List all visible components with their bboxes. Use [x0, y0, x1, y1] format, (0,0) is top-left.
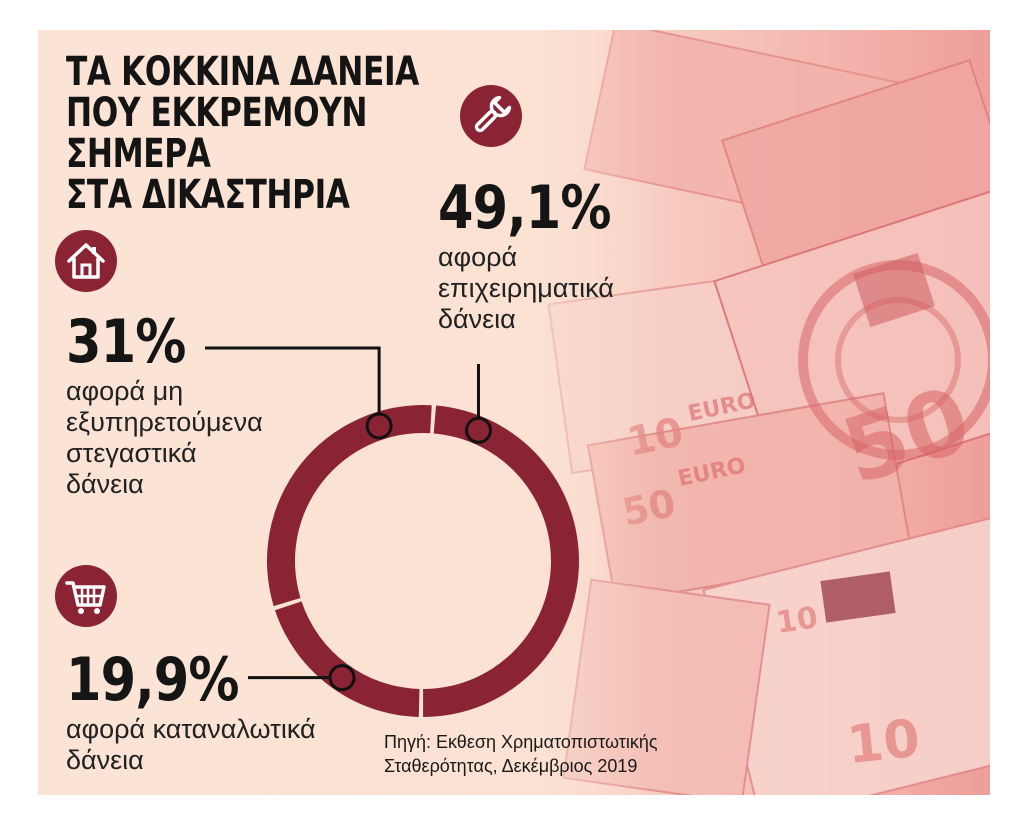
svg-text:10: 10 — [844, 709, 922, 776]
infographic-title: ΤΑ ΚΟΚΚΙΝΑ ΔΑΝΕΙΑ ΠΟΥ ΕΚΚΡΕΜΟΥΝ ΣΗΜΕΡΑ Σ… — [66, 52, 419, 216]
title-line: ΣΤΑ ΔΙΚΑΣΤΗΡΙΑ — [66, 172, 350, 218]
description-line: αφορά — [438, 242, 518, 272]
description-line: δάνεια — [438, 304, 516, 334]
donut-chart — [205, 346, 579, 717]
description-line: αφορά μη — [66, 376, 184, 406]
svg-text:10: 10 — [774, 600, 820, 640]
source-line: Πηγή: Εκθεση Χρηματοπιστωτικής — [384, 732, 658, 752]
description-line: δάνεια — [66, 469, 144, 499]
donut-segment-business — [423, 405, 579, 717]
donut-segment-consumer — [274, 601, 420, 717]
euro-banknotes-background: 10 EURO 50 EURO 50 10 10 — [458, 30, 990, 795]
leader-lines — [205, 346, 492, 692]
mortgage-percentage: 31% — [66, 307, 186, 377]
donut-ring — [267, 405, 579, 717]
description-line: δάνεια — [66, 745, 144, 775]
business-description: αφορά επιχειρηματικά δάνεια — [438, 242, 614, 335]
title-line: ΤΑ ΚΟΚΚΙΝΑ ΔΑΝΕΙΑ — [66, 49, 419, 95]
leader-marker-consumer — [328, 664, 356, 692]
source-note: Πηγή: Εκθεση Χρηματοπιστωτικής Σταθερότη… — [384, 730, 658, 778]
description-line: εξυπηρετούμενα — [66, 407, 263, 437]
wrench-icon — [460, 85, 522, 147]
description-line: αφορά καταναλωτικά — [66, 714, 316, 744]
mortgage-description: αφορά μη εξυπηρετούμενα στεγαστικά δάνει… — [66, 376, 263, 500]
business-percentage: 49,1% — [438, 173, 612, 243]
leader-marker-mortgage — [365, 412, 393, 440]
title-line: ΣΗΜΕΡΑ — [66, 131, 211, 177]
consumer-percentage: 19,9% — [66, 645, 240, 715]
description-line: στεγαστικά — [66, 438, 197, 468]
consumer-description: αφορά καταναλωτικά δάνεια — [66, 714, 316, 776]
description-line: επιχειρηματικά — [438, 273, 614, 303]
house-icon — [55, 230, 117, 292]
leader-marker-business — [464, 416, 492, 444]
leader-line-mortgage — [205, 346, 381, 414]
title-line: ΠΟΥ ΕΚΚΡΕΜΟΥΝ — [66, 90, 368, 136]
source-line: Σταθερότητας, Δεκέμβριος 2019 — [384, 756, 638, 776]
donut-segment-mortgage — [267, 405, 432, 607]
shopping-cart-icon — [55, 565, 117, 627]
infographic-panel: 10 EURO 50 EURO 50 10 10 ΤΑ ΚΟΚΚΙΝΑ ΔΑΝΕ… — [38, 30, 990, 795]
